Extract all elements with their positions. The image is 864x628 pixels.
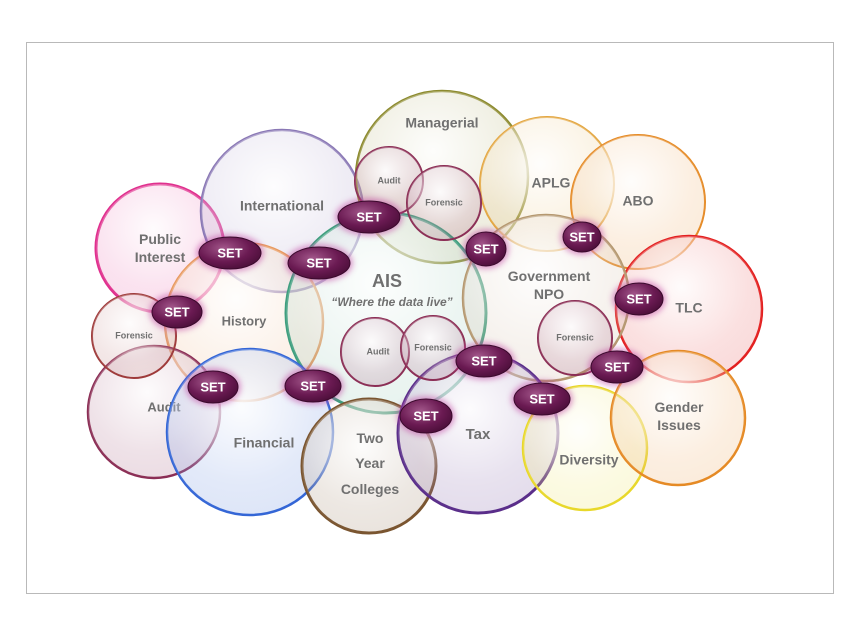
small-circle-forensic-managerial: Forensic <box>406 165 482 241</box>
abo-label: ABO <box>622 193 653 209</box>
set-badge-6: SET <box>612 280 666 318</box>
set-badge-1: SET <box>335 198 403 236</box>
small-circle-audit-managerial: Audit <box>354 146 424 216</box>
set-badge-3: SET <box>285 244 353 282</box>
circle-tlc: TLC <box>614 234 764 384</box>
ais-label: AIS <box>372 271 402 291</box>
forensic-government-label: Forensic <box>556 332 594 342</box>
set-badge-4: SET <box>463 229 509 269</box>
financial-label: Financial <box>234 435 295 451</box>
set-label-8: SET <box>471 353 496 368</box>
set-badge-11: SET <box>282 367 344 405</box>
set-label-2: SET <box>217 245 242 260</box>
international-label: International <box>240 198 324 214</box>
audit-ais-label: Audit <box>367 346 390 356</box>
set-label-5: SET <box>569 229 594 244</box>
diversity-label: Diversity <box>559 452 618 468</box>
tax-label: Tax <box>466 426 491 443</box>
public-interest-label-1: Public <box>139 231 181 247</box>
two-year-colleges-label-2: Year <box>355 455 385 471</box>
set-label-3: SET <box>306 255 331 270</box>
small-circle-forensic-ais: Forensic <box>400 315 466 381</box>
forensic-left-label: Forensic <box>115 330 153 340</box>
two-year-colleges-label-3: Colleges <box>341 481 400 497</box>
set-badge-12: SET <box>511 380 573 418</box>
circle-tax: Tax <box>396 351 560 515</box>
aplg-label: APLG <box>532 175 571 191</box>
circle-abo: ABO <box>570 134 706 270</box>
two-year-colleges-label-1: Two <box>357 430 384 446</box>
government-npo-label-1: Government <box>508 268 591 284</box>
forensic-ais-label: Forensic <box>414 342 452 352</box>
set-label-9: SET <box>604 359 629 374</box>
set-badge-9: SET <box>588 348 646 386</box>
set-label-1: SET <box>356 209 381 224</box>
small-circle-audit-ais: Audit <box>340 317 410 387</box>
tlc-label: TLC <box>675 300 702 316</box>
set-badge-2: SET <box>196 234 264 272</box>
set-label-4: SET <box>473 241 498 256</box>
managerial-label: Managerial <box>405 115 478 131</box>
set-badge-10: SET <box>185 368 241 406</box>
set-badge-8: SET <box>453 342 515 380</box>
set-label-12: SET <box>529 391 554 406</box>
public-interest-label-2: Interest <box>135 249 186 265</box>
gender-issues-label-1: Gender <box>654 399 704 415</box>
forensic-managerial-label: Forensic <box>425 197 463 207</box>
set-label-11: SET <box>300 378 325 393</box>
set-badge-7: SET <box>149 293 205 331</box>
set-label-7: SET <box>164 304 189 319</box>
history-label: History <box>222 313 268 328</box>
ais-subtitle: “Where the data live” <box>331 295 452 309</box>
audit-managerial-label: Audit <box>378 175 401 185</box>
gender-issues-label-2: Issues <box>657 417 701 433</box>
government-npo-label-2: NPO <box>534 286 564 302</box>
circle-gender-issues: Gender Issues <box>609 349 747 487</box>
set-label-13: SET <box>413 408 438 423</box>
set-label-10: SET <box>200 379 225 394</box>
set-badge-13: SET <box>397 396 455 436</box>
set-label-6: SET <box>626 291 651 306</box>
set-badge-5: SET <box>560 219 604 255</box>
